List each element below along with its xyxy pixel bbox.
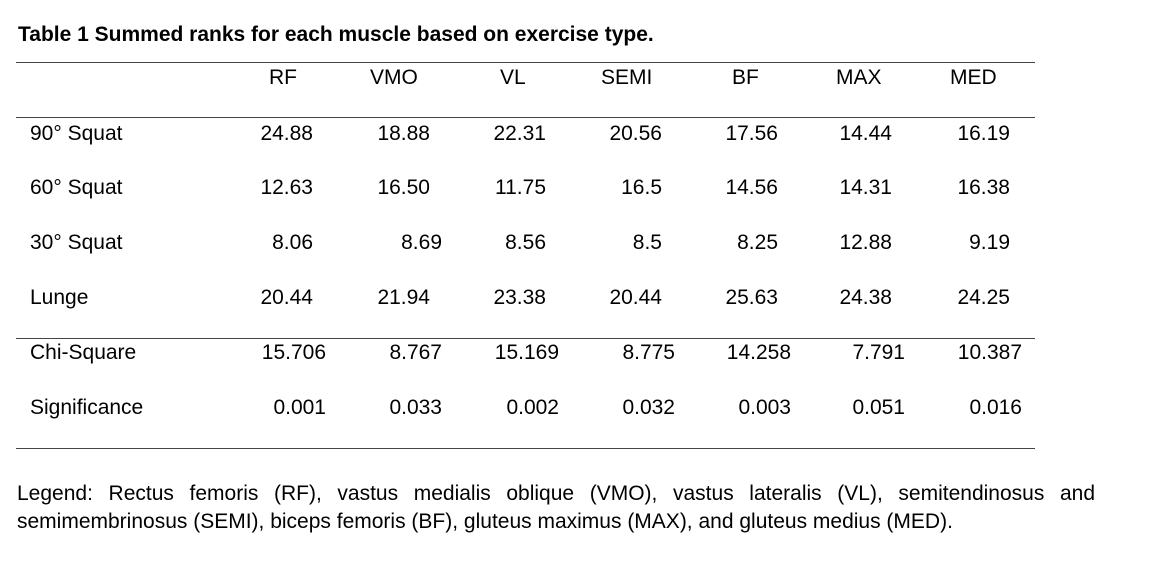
cell-90-squat-bf: 17.56	[725, 122, 778, 145]
column-header-vl: VL	[500, 66, 526, 89]
cell-chi-square-vl: 15.169	[494, 341, 559, 364]
cell-significance-bf: 0.003	[738, 396, 791, 419]
cell-30-squat-semi: 8.5	[632, 231, 662, 254]
cell-significance-max: 0.051	[852, 396, 905, 419]
cell-30-squat-bf: 8.25	[737, 231, 778, 254]
cell-90-squat-max: 14.44	[839, 122, 892, 145]
row-label-chi-square: Chi-Square	[30, 341, 137, 364]
cell-30-squat-med: 9.19	[969, 231, 1010, 254]
cell-90-squat-vmo: 18.88	[377, 122, 430, 145]
cell-30-squat-max: 12.88	[839, 231, 892, 254]
column-header-vmo: VMO	[370, 66, 418, 89]
row-label-30-squat: 30° Squat	[30, 231, 123, 254]
cell-significance-rf: 0.001	[273, 396, 326, 419]
table-legend: Legend: Rectus femoris (RF), vastus medi…	[17, 482, 1095, 533]
cell-lunge-vmo: 21.94	[377, 286, 430, 309]
cell-chi-square-med: 10.387	[957, 341, 1022, 364]
cell-30-squat-rf: 8.06	[272, 231, 313, 254]
cell-chi-square-vmo: 8.767	[389, 341, 442, 364]
cell-chi-square-rf: 15.706	[261, 341, 326, 364]
cell-30-squat-vl: 8.56	[505, 231, 546, 254]
table-bottom-rule	[16, 448, 1035, 449]
cell-90-squat-semi: 20.56	[609, 122, 662, 145]
cell-lunge-semi: 20.44	[609, 286, 662, 309]
cell-30-squat-vmo: 8.69	[401, 231, 442, 254]
cell-lunge-rf: 20.44	[260, 286, 313, 309]
table-caption: Table 1 Summed ranks for each muscle bas…	[18, 23, 654, 46]
column-header-max: MAX	[836, 66, 882, 89]
cell-60-squat-med: 16.38	[957, 176, 1010, 199]
header-rule	[16, 117, 1035, 118]
column-header-bf: BF	[732, 66, 759, 89]
cell-90-squat-med: 16.19	[957, 122, 1010, 145]
cell-lunge-max: 24.38	[839, 286, 892, 309]
cell-60-squat-semi: 16.5	[621, 176, 662, 199]
column-header-rf: RF	[269, 66, 297, 89]
cell-lunge-vl: 23.38	[493, 286, 546, 309]
cell-60-squat-max: 14.31	[839, 176, 892, 199]
row-label-lunge: Lunge	[30, 286, 89, 309]
row-label-90-squat: 90° Squat	[30, 122, 123, 145]
cell-significance-vmo: 0.033	[389, 396, 442, 419]
column-header-med: MED	[950, 66, 997, 89]
cell-90-squat-vl: 22.31	[493, 122, 546, 145]
cell-60-squat-bf: 14.56	[725, 176, 778, 199]
cell-60-squat-rf: 12.63	[260, 176, 313, 199]
column-header-semi: SEMI	[601, 66, 653, 89]
cell-lunge-med: 24.25	[957, 286, 1010, 309]
row-label-60-squat: 60° Squat	[30, 176, 123, 199]
cell-significance-med: 0.016	[969, 396, 1022, 419]
row-label-significance: Significance	[30, 396, 144, 419]
cell-lunge-bf: 25.63	[725, 286, 778, 309]
cell-chi-square-semi: 8.775	[622, 341, 675, 364]
cell-significance-vl: 0.002	[506, 396, 559, 419]
cell-90-squat-rf: 24.88	[260, 122, 313, 145]
cell-60-squat-vl: 11.75	[495, 176, 546, 199]
cell-chi-square-max: 7.791	[852, 341, 905, 364]
statistics-rule	[16, 338, 1035, 339]
cell-chi-square-bf: 14.258	[726, 341, 791, 364]
table-top-rule	[16, 62, 1035, 63]
cell-significance-semi: 0.032	[622, 396, 675, 419]
cell-60-squat-vmo: 16.50	[377, 176, 430, 199]
